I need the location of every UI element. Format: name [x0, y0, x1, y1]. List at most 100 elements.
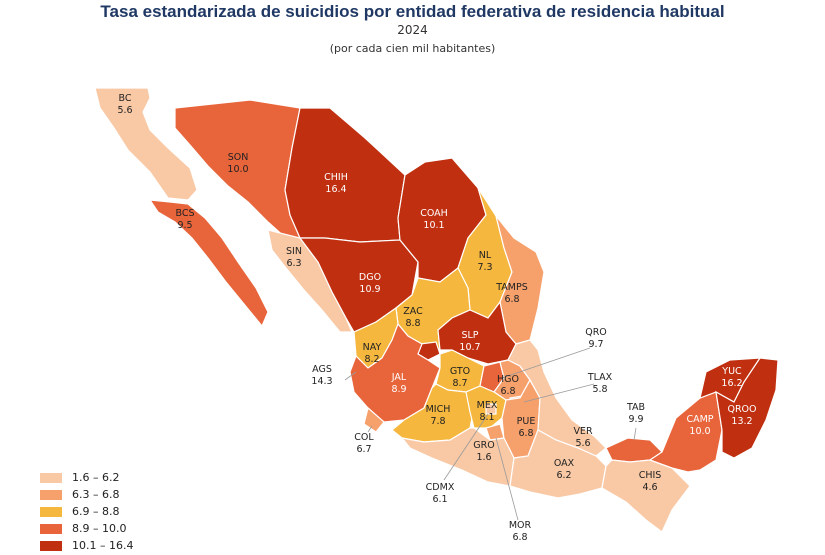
state-label-qro: QRO	[585, 327, 607, 338]
state-bcs	[148, 199, 269, 328]
legend-swatch	[40, 489, 62, 500]
state-label-coah: COAH	[420, 208, 448, 219]
state-labels: BC5.6SON10.0CHIH16.4COAH10.1BCS9.5SIN6.3…	[117, 93, 756, 543]
state-value-camp: 10.0	[689, 426, 710, 437]
state-label-ver: VER	[573, 426, 593, 437]
state-label-mich: MICH	[426, 404, 451, 415]
leader-tlax	[523, 383, 595, 403]
state-label-jal: JAL	[391, 372, 407, 383]
state-label-tlax: TLAX	[587, 372, 613, 383]
legend-item: 6.9 – 8.8	[40, 504, 133, 519]
legend-label: 6.3 – 6.8	[72, 488, 120, 501]
legend-item: 10.1 – 16.4	[40, 538, 133, 553]
state-value-pue: 6.8	[518, 428, 533, 439]
state-value-hgo: 6.8	[500, 386, 515, 397]
state-value-nl: 7.3	[477, 262, 492, 273]
state-label-tamps: TAMPS	[495, 282, 528, 293]
state-label-zac: ZAC	[403, 306, 423, 317]
state-label-pue: PUE	[517, 416, 536, 427]
state-cdmx	[485, 403, 497, 415]
state-value-tlax: 5.8	[592, 384, 607, 395]
state-col	[363, 406, 385, 433]
state-label-yuc: YUC	[721, 366, 742, 377]
state-value-gto: 8.7	[452, 378, 467, 389]
state-value-chih: 16.4	[325, 184, 346, 195]
state-label-col: COL	[354, 432, 374, 443]
state-label-hgo: HGO	[497, 374, 519, 385]
state-label-mex: MEX	[477, 400, 498, 411]
state-value-bc: 5.6	[117, 105, 132, 116]
state-value-dgo: 10.9	[359, 284, 380, 295]
legend-label: 8.9 – 10.0	[72, 522, 127, 535]
state-slp	[437, 300, 517, 365]
legend-label: 10.1 – 16.4	[72, 539, 134, 552]
state-label-qroo: QROO	[727, 404, 756, 415]
leader-tab	[633, 427, 637, 441]
state-value-nay: 8.2	[364, 354, 379, 365]
state-label-son: SON	[228, 152, 249, 163]
state-bc	[94, 87, 198, 201]
legend: 1.6 – 6.2 6.3 – 6.8 6.9 – 8.8 8.9 – 10.0…	[40, 470, 133, 555]
legend-swatch	[40, 523, 62, 534]
state-label-ags: AGS	[312, 364, 332, 375]
state-value-bcs: 9.5	[177, 220, 192, 231]
map-title: Tasa estandarizada de suicidios por enti…	[100, 2, 725, 21]
leader-ags	[344, 371, 357, 381]
state-value-son: 10.0	[227, 164, 248, 175]
state-value-oax: 6.2	[556, 470, 571, 481]
state-value-mex: 8.1	[479, 412, 494, 423]
state-label-nl: NL	[479, 250, 492, 261]
leader-mor	[495, 437, 519, 521]
legend-item: 1.6 – 6.2	[40, 470, 133, 485]
state-gro	[400, 427, 515, 487]
state-value-ver: 5.6	[575, 438, 590, 449]
state-label-sin: SIN	[286, 246, 302, 257]
state-label-cdmx: CDMX	[426, 482, 455, 493]
state-label-mor: MOR	[509, 520, 532, 531]
state-value-tab: 9.9	[628, 414, 643, 425]
state-value-jal: 8.9	[391, 384, 406, 395]
state-camp	[648, 391, 723, 473]
state-label-chih: CHIH	[324, 172, 348, 183]
legend-item: 6.3 – 6.8	[40, 487, 133, 502]
state-value-gro: 1.6	[476, 452, 491, 463]
leader-col	[367, 425, 373, 433]
legend-item: 8.9 – 10.0	[40, 521, 133, 536]
state-value-zac: 8.8	[405, 318, 420, 329]
state-label-bc: BC	[119, 93, 132, 104]
map-year: 2024	[397, 23, 428, 37]
legend-label: 6.9 – 8.8	[72, 505, 120, 518]
leader-cdmx	[443, 413, 489, 481]
map-subtitle: (por cada cien mil habitantes)	[329, 42, 496, 55]
state-value-chis: 4.6	[642, 482, 657, 493]
state-value-qroo: 13.2	[731, 416, 752, 427]
state-value-tamps: 6.8	[504, 294, 519, 305]
state-jal	[349, 322, 441, 423]
state-value-cdmx: 6.1	[432, 494, 447, 505]
state-label-tab: TAB	[626, 402, 645, 413]
state-value-yuc: 16.2	[721, 378, 742, 389]
state-label-gro: GRO	[473, 440, 494, 451]
state-label-oax: OAX	[554, 458, 575, 469]
state-label-dgo: DGO	[359, 272, 381, 283]
state-value-col: 6.7	[356, 444, 371, 455]
legend-label: 1.6 – 6.2	[72, 471, 120, 484]
state-value-qro: 9.7	[588, 339, 603, 350]
state-value-ags: 14.3	[311, 376, 332, 387]
state-label-bcs: BCS	[175, 208, 194, 219]
state-label-nay: NAY	[363, 342, 382, 353]
legend-swatch	[40, 506, 62, 517]
state-chis	[601, 459, 691, 533]
state-label-gto: GTO	[450, 366, 470, 377]
state-qroo	[715, 357, 779, 459]
state-value-slp: 10.7	[459, 342, 480, 353]
state-label-chis: CHIS	[639, 470, 662, 481]
state-value-sin: 6.3	[286, 258, 301, 269]
leader-qro	[501, 347, 591, 379]
legend-swatch	[40, 472, 62, 483]
legend-swatch	[40, 540, 62, 551]
state-value-coah: 10.1	[423, 220, 444, 231]
state-value-mor: 6.8	[512, 532, 527, 543]
state-label-slp: SLP	[461, 330, 478, 341]
